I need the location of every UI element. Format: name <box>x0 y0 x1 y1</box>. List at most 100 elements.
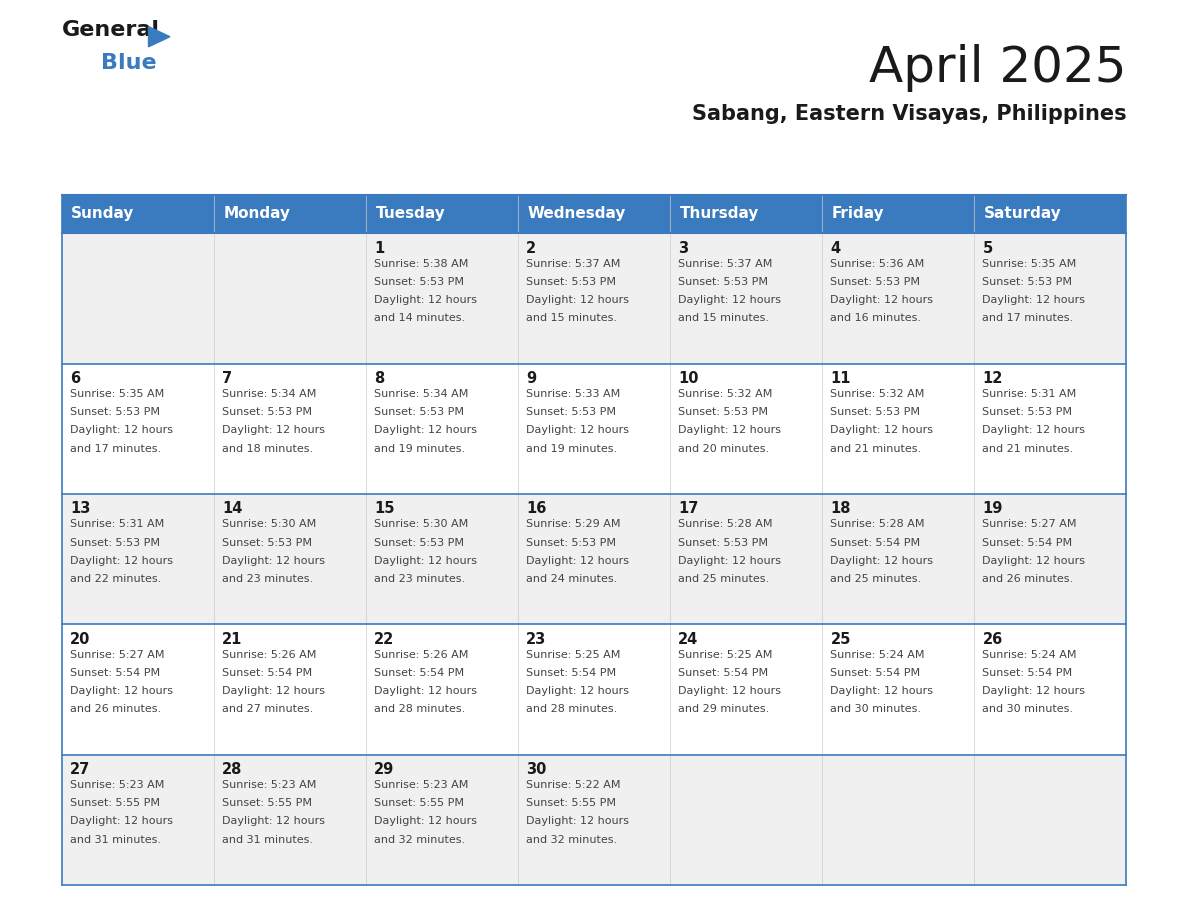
Bar <box>974 364 1126 494</box>
Bar <box>366 494 518 624</box>
Text: Sunset: 5:53 PM: Sunset: 5:53 PM <box>526 538 617 547</box>
Text: 25: 25 <box>830 632 851 646</box>
Bar <box>214 233 366 364</box>
Text: Daylight: 12 hours: Daylight: 12 hours <box>526 425 630 435</box>
Text: Sunset: 5:54 PM: Sunset: 5:54 PM <box>982 538 1073 547</box>
Text: Tuesday: Tuesday <box>375 207 446 221</box>
Text: Sunset: 5:53 PM: Sunset: 5:53 PM <box>374 408 465 417</box>
Bar <box>214 364 366 494</box>
Bar <box>366 195 518 233</box>
Text: Saturday: Saturday <box>984 207 1061 221</box>
Text: 24: 24 <box>678 632 699 646</box>
Text: Daylight: 12 hours: Daylight: 12 hours <box>526 555 630 565</box>
Text: Sunrise: 5:31 AM: Sunrise: 5:31 AM <box>982 389 1076 399</box>
Text: Sunset: 5:54 PM: Sunset: 5:54 PM <box>374 668 465 677</box>
Text: and 27 minutes.: and 27 minutes. <box>222 704 314 714</box>
Bar <box>518 624 670 755</box>
Text: Sunrise: 5:35 AM: Sunrise: 5:35 AM <box>982 259 1076 269</box>
Bar <box>214 494 366 624</box>
Text: Daylight: 12 hours: Daylight: 12 hours <box>70 555 173 565</box>
Text: and 21 minutes.: and 21 minutes. <box>830 443 922 453</box>
Text: 15: 15 <box>374 501 394 516</box>
Bar <box>62 755 214 885</box>
Bar <box>822 494 974 624</box>
Text: General: General <box>62 20 159 40</box>
Text: 7: 7 <box>222 371 233 386</box>
Text: 8: 8 <box>374 371 385 386</box>
Text: Daylight: 12 hours: Daylight: 12 hours <box>982 295 1086 305</box>
Text: Sunset: 5:54 PM: Sunset: 5:54 PM <box>830 538 921 547</box>
Text: Sunrise: 5:36 AM: Sunrise: 5:36 AM <box>830 259 924 269</box>
Bar <box>974 755 1126 885</box>
Bar <box>214 755 366 885</box>
Text: 10: 10 <box>678 371 699 386</box>
Text: 4: 4 <box>830 241 841 255</box>
Text: Sunset: 5:53 PM: Sunset: 5:53 PM <box>678 538 769 547</box>
Text: Sunrise: 5:24 AM: Sunrise: 5:24 AM <box>830 650 925 660</box>
Text: Sunrise: 5:26 AM: Sunrise: 5:26 AM <box>374 650 468 660</box>
Text: Sunrise: 5:34 AM: Sunrise: 5:34 AM <box>222 389 316 399</box>
Text: Sunrise: 5:28 AM: Sunrise: 5:28 AM <box>830 520 925 530</box>
Text: Sunrise: 5:28 AM: Sunrise: 5:28 AM <box>678 520 773 530</box>
Text: and 14 minutes.: and 14 minutes. <box>374 313 466 323</box>
Text: Sunrise: 5:26 AM: Sunrise: 5:26 AM <box>222 650 316 660</box>
Text: Sunrise: 5:31 AM: Sunrise: 5:31 AM <box>70 520 164 530</box>
Text: Daylight: 12 hours: Daylight: 12 hours <box>222 686 326 696</box>
Text: 9: 9 <box>526 371 537 386</box>
Text: Sunrise: 5:23 AM: Sunrise: 5:23 AM <box>70 780 164 790</box>
Text: Daylight: 12 hours: Daylight: 12 hours <box>374 686 478 696</box>
Text: Sunset: 5:53 PM: Sunset: 5:53 PM <box>982 277 1073 286</box>
Text: Wednesday: Wednesday <box>527 207 626 221</box>
Text: 26: 26 <box>982 632 1003 646</box>
Text: 27: 27 <box>70 762 90 777</box>
Text: and 17 minutes.: and 17 minutes. <box>70 443 162 453</box>
Bar <box>670 755 822 885</box>
Text: Sunrise: 5:30 AM: Sunrise: 5:30 AM <box>222 520 316 530</box>
Text: Daylight: 12 hours: Daylight: 12 hours <box>678 555 782 565</box>
Bar <box>518 494 670 624</box>
Bar <box>974 624 1126 755</box>
Bar <box>974 195 1126 233</box>
Text: Daylight: 12 hours: Daylight: 12 hours <box>526 816 630 826</box>
Text: and 17 minutes.: and 17 minutes. <box>982 313 1074 323</box>
Text: and 32 minutes.: and 32 minutes. <box>526 834 618 845</box>
Bar <box>62 494 214 624</box>
Text: Sunset: 5:54 PM: Sunset: 5:54 PM <box>222 668 312 677</box>
Text: 3: 3 <box>678 241 689 255</box>
Text: Daylight: 12 hours: Daylight: 12 hours <box>374 816 478 826</box>
Bar <box>974 233 1126 364</box>
Text: Sunrise: 5:32 AM: Sunrise: 5:32 AM <box>678 389 772 399</box>
Text: and 26 minutes.: and 26 minutes. <box>70 704 162 714</box>
Text: Daylight: 12 hours: Daylight: 12 hours <box>830 425 934 435</box>
Text: and 32 minutes.: and 32 minutes. <box>374 834 466 845</box>
Text: 29: 29 <box>374 762 394 777</box>
Text: Sunset: 5:54 PM: Sunset: 5:54 PM <box>830 668 921 677</box>
Bar <box>822 195 974 233</box>
Text: Daylight: 12 hours: Daylight: 12 hours <box>222 555 326 565</box>
Text: and 15 minutes.: and 15 minutes. <box>678 313 770 323</box>
Text: Sunset: 5:55 PM: Sunset: 5:55 PM <box>222 799 312 808</box>
Text: Daylight: 12 hours: Daylight: 12 hours <box>526 686 630 696</box>
Text: 18: 18 <box>830 501 851 516</box>
Text: Sunset: 5:53 PM: Sunset: 5:53 PM <box>374 277 465 286</box>
Bar <box>62 233 214 364</box>
Text: Daylight: 12 hours: Daylight: 12 hours <box>982 686 1086 696</box>
Text: Sunrise: 5:37 AM: Sunrise: 5:37 AM <box>678 259 772 269</box>
Text: 14: 14 <box>222 501 242 516</box>
Bar <box>822 624 974 755</box>
Text: and 30 minutes.: and 30 minutes. <box>982 704 1074 714</box>
Text: Daylight: 12 hours: Daylight: 12 hours <box>70 816 173 826</box>
Text: Sunday: Sunday <box>71 207 134 221</box>
Text: Sunset: 5:55 PM: Sunset: 5:55 PM <box>374 799 465 808</box>
Text: Daylight: 12 hours: Daylight: 12 hours <box>830 686 934 696</box>
Text: Daylight: 12 hours: Daylight: 12 hours <box>70 686 173 696</box>
Bar <box>670 494 822 624</box>
Text: Sunset: 5:53 PM: Sunset: 5:53 PM <box>374 538 465 547</box>
Text: Sunrise: 5:25 AM: Sunrise: 5:25 AM <box>526 650 620 660</box>
Text: Sunrise: 5:34 AM: Sunrise: 5:34 AM <box>374 389 468 399</box>
Text: Sunset: 5:54 PM: Sunset: 5:54 PM <box>70 668 160 677</box>
Text: and 25 minutes.: and 25 minutes. <box>830 574 922 584</box>
Text: Blue: Blue <box>101 53 157 73</box>
Text: Daylight: 12 hours: Daylight: 12 hours <box>526 295 630 305</box>
Text: Sunrise: 5:27 AM: Sunrise: 5:27 AM <box>70 650 165 660</box>
